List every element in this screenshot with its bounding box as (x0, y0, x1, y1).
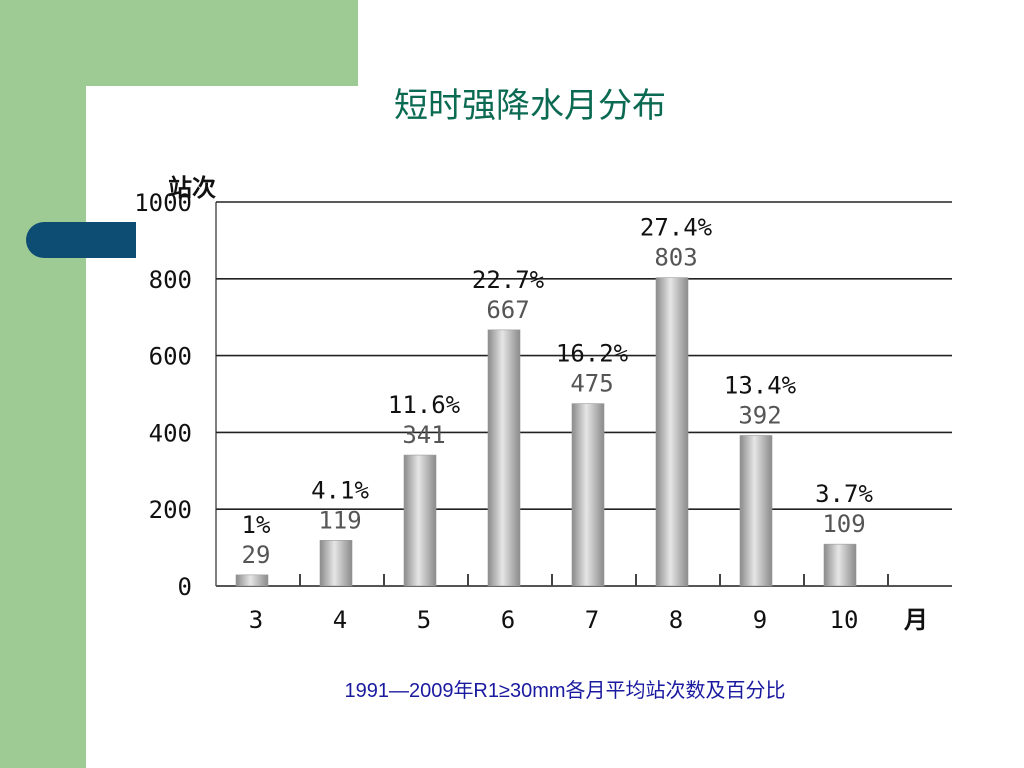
y-tick-label: 600 (149, 343, 192, 371)
bar-value-label: 119 (318, 506, 361, 534)
slide-title: 短时强降水月分布 (394, 86, 666, 126)
x-tick-label: 6 (501, 606, 515, 634)
bar-value-label: 341 (402, 421, 445, 449)
x-tick-label: 10 (830, 606, 859, 634)
bar (655, 277, 689, 587)
bar (487, 329, 521, 587)
y-axis-ticks: 0 200 400 600 800 1000 (134, 189, 192, 601)
bars (235, 277, 857, 587)
green-top-panel (0, 0, 358, 86)
y-tick-label: 800 (149, 266, 192, 294)
y-axis-label: 站次 (168, 174, 216, 202)
y-tick-label: 0 (178, 573, 192, 601)
x-axis-label: 月 (903, 606, 928, 634)
bar (319, 540, 353, 587)
y-tick-label: 400 (149, 419, 192, 447)
navy-tab-decoration (26, 222, 136, 258)
bar-value-label: 392 (738, 401, 781, 429)
bar (571, 403, 605, 587)
bar-percent-label: 16.2% (556, 340, 629, 368)
x-axis-ticks: 3 4 5 6 7 8 9 10 (249, 606, 859, 634)
x-tick-label: 7 (585, 606, 599, 634)
bar-value-label: 803 (654, 244, 697, 272)
x-tick-label: 5 (417, 606, 431, 634)
y-tick-label: 200 (149, 496, 192, 524)
bar-value-label: 475 (570, 370, 613, 398)
bar-percent-label: 13.4% (724, 371, 797, 399)
bar (403, 454, 437, 587)
bar-percent-label: 22.7% (472, 266, 545, 294)
bar-value-label: 109 (822, 510, 865, 538)
y-tick-label: 1000 (134, 189, 192, 217)
bar-percent-label: 1% (242, 511, 271, 539)
x-tick-label: 9 (753, 606, 767, 634)
green-side-panel (0, 0, 86, 768)
bar (739, 435, 773, 587)
bar-value-label: 29 (242, 541, 271, 569)
bar-percent-label: 3.7% (815, 480, 873, 508)
bar (235, 574, 269, 587)
x-tick-label: 3 (249, 606, 263, 634)
chart-caption: 1991—2009年R1≥30mm各月平均站次数及百分比 (344, 680, 786, 702)
bar-value-label: 667 (486, 296, 529, 324)
bar (823, 543, 857, 587)
x-tick-label: 8 (669, 606, 683, 634)
bar-percent-label: 27.4% (640, 214, 713, 242)
x-tick-label: 4 (333, 606, 347, 634)
bar-percent-label: 4.1% (311, 476, 369, 504)
bar-percent-label: 11.6% (388, 391, 461, 419)
